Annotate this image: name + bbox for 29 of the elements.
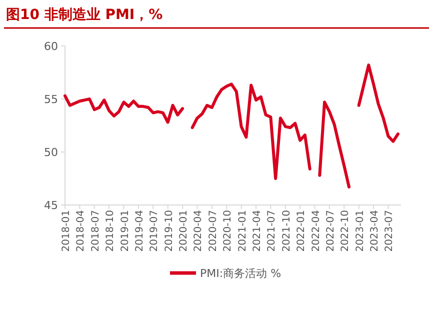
x-tick-label: 2021-01 [237, 210, 248, 252]
x-tick-label: 2018-01 [61, 210, 72, 252]
x-tick-label: 2023-07 [384, 210, 396, 252]
y-tick-label: 50 [44, 146, 58, 159]
y-tick-label: 45 [44, 199, 58, 212]
x-tick-label: 2020-01 [178, 210, 190, 252]
x-tick-label: 2022-01 [296, 210, 308, 252]
chart-title: 图10 非制造业 PMI，% [6, 7, 163, 23]
y-tick-label: 55 [44, 93, 58, 106]
x-tick-label: 2018-04 [76, 210, 87, 252]
x-tick-label: 2023-04 [370, 210, 381, 252]
x-tick-label: 2020-10 [222, 210, 234, 252]
x-tick-label: 2020-04 [193, 210, 204, 252]
x-tick-label: 2022-10 [340, 210, 352, 252]
x-tick-label: 2021-10 [281, 210, 292, 252]
x-tick-label: 2021-04 [252, 210, 263, 252]
x-tick-label: 2019-01 [120, 210, 131, 252]
x-tick-label: 2020-07 [208, 210, 219, 252]
x-tick-label: 2019-07 [149, 210, 160, 252]
x-tick-label: 2021-07 [266, 210, 278, 252]
x-tick-label: 2022-07 [325, 210, 336, 252]
x-tick-label: 2023-01 [354, 210, 366, 252]
x-tick-label: 2019-10 [164, 210, 175, 252]
x-tick-label: 2019-04 [134, 210, 146, 252]
x-tick-label: 2018-10 [105, 210, 116, 252]
legend-label: PMI:商务活动 % [200, 267, 282, 280]
x-tick-label: 2022-04 [310, 210, 322, 252]
x-tick-label: 2018-07 [90, 210, 102, 252]
y-tick-label: 60 [44, 40, 58, 53]
